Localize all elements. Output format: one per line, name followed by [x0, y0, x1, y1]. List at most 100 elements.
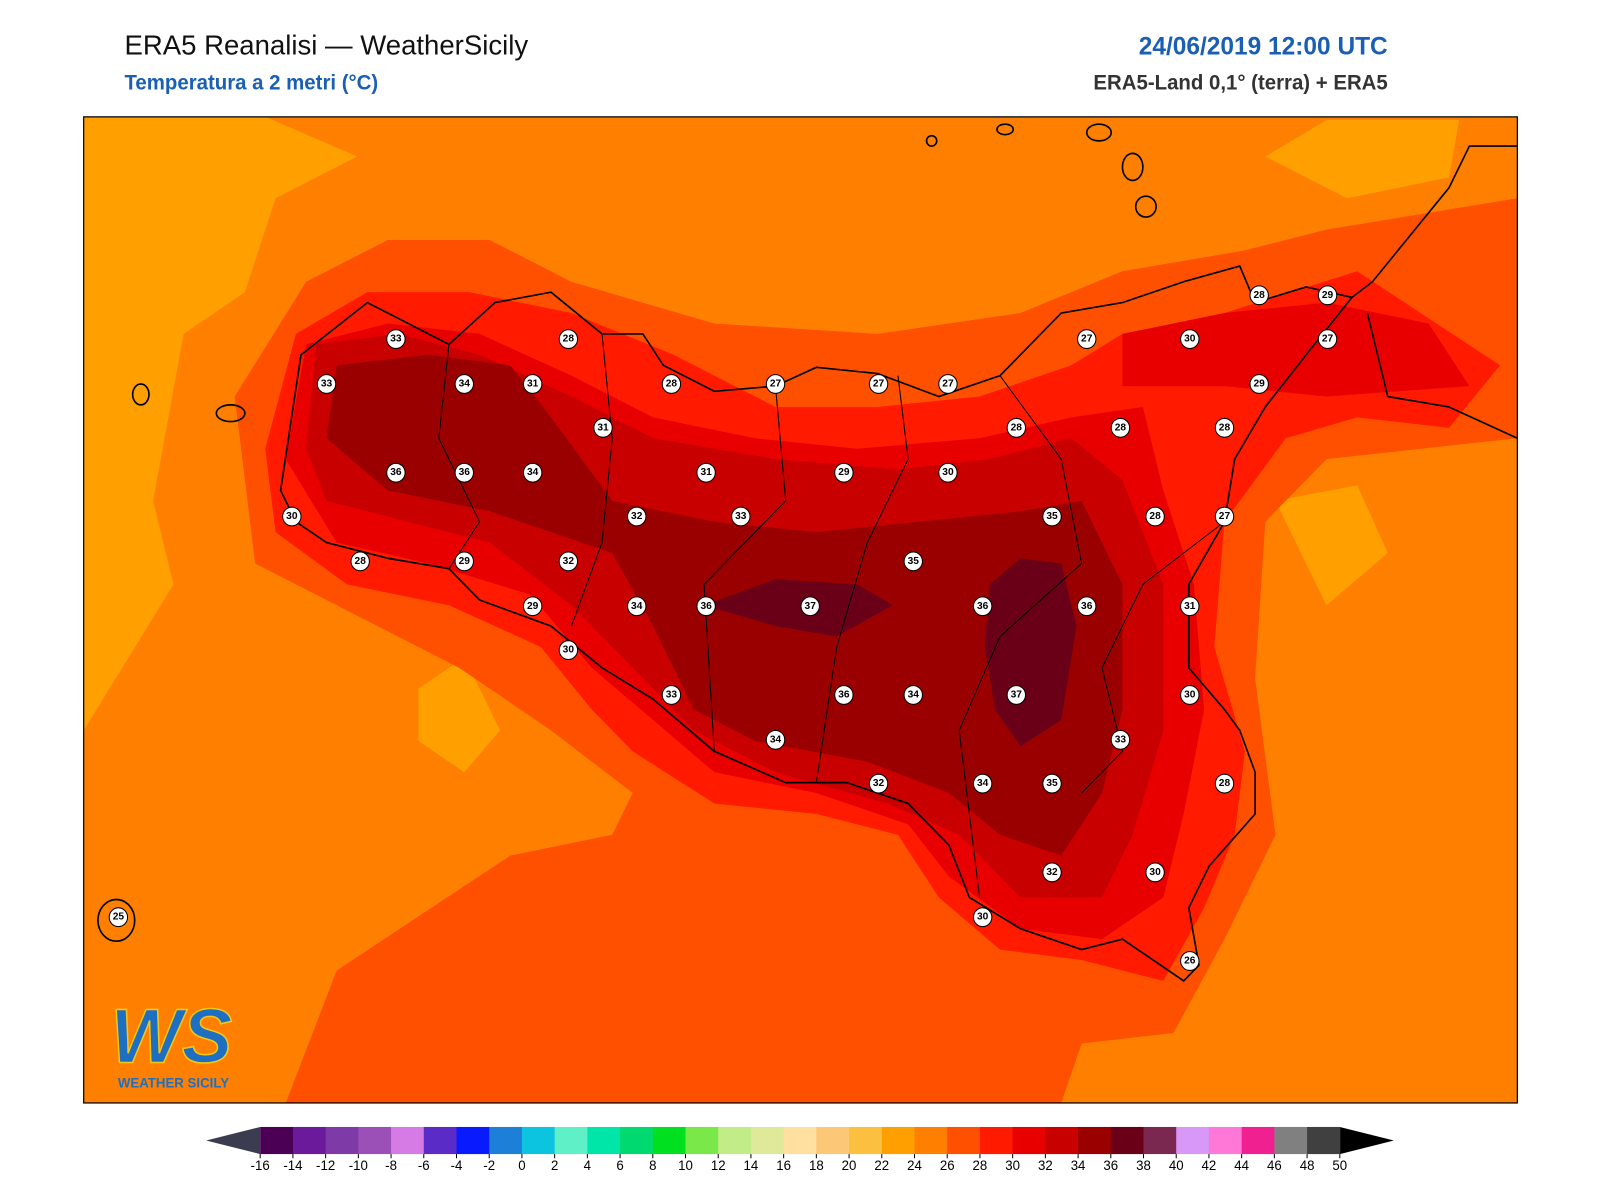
station-value: 33: [321, 378, 333, 389]
station-marker: [558, 640, 579, 660]
station-value: 27: [942, 378, 954, 389]
colorbar-tick-label: 36: [1103, 1158, 1118, 1173]
colorbar-tick-label: 8: [649, 1158, 656, 1173]
island: [97, 898, 136, 943]
colorbar-tick-label: 14: [744, 1158, 759, 1173]
station-value: 30: [286, 511, 298, 522]
colorbar-tick-label: 16: [776, 1158, 791, 1173]
colorbar-tick-label: 28: [973, 1158, 988, 1173]
station-marker: [1042, 862, 1062, 883]
station-marker: [316, 374, 337, 394]
colorbar-tick-label: -8: [385, 1158, 397, 1173]
station-marker: [1180, 596, 1200, 617]
station-value: 33: [735, 511, 747, 522]
station-marker: [972, 596, 993, 617]
colorbar-extend-max: [1339, 1126, 1394, 1155]
station-marker: [972, 773, 993, 794]
station-marker: [627, 506, 647, 527]
station-value: 25: [113, 912, 125, 923]
station-marker: [627, 596, 647, 617]
colorbar-segment: [358, 1126, 392, 1155]
logo-mark: WS: [111, 994, 233, 1080]
station-value: 28: [666, 378, 678, 389]
station-value: 27: [873, 378, 885, 389]
station-value: 32: [873, 778, 885, 789]
station-value: 29: [1254, 378, 1266, 389]
station-value: 29: [527, 601, 539, 612]
station-value: 29: [838, 467, 850, 478]
colorbar-segment: [979, 1126, 1014, 1155]
station-value: 35: [908, 556, 920, 567]
station-marker: [522, 462, 543, 483]
station-marker: [454, 462, 474, 483]
colorbar-segment: [849, 1126, 883, 1155]
colorbar-segment: [1307, 1126, 1341, 1155]
station-marker: [1110, 417, 1131, 438]
colorbar-tick-label: 34: [1071, 1158, 1086, 1173]
colorbar-segment: [685, 1126, 719, 1155]
colorbar-tick-label: -2: [483, 1158, 495, 1173]
station-value: 34: [908, 689, 920, 700]
island: [1121, 152, 1144, 182]
station-value: 27: [1322, 334, 1334, 345]
station-value: 36: [838, 689, 850, 700]
island: [1085, 123, 1113, 142]
colorbar-segment: [456, 1126, 490, 1155]
station-marker: [938, 462, 958, 483]
station-value: 27: [770, 378, 782, 389]
station-marker: [661, 374, 682, 394]
calabria-coast: [1366, 312, 1518, 440]
station-marker: [1214, 417, 1235, 438]
station-value: 27: [1081, 334, 1093, 345]
colorbar-tick-label: 40: [1169, 1158, 1184, 1173]
colorbar-tick-label: 30: [1005, 1158, 1020, 1173]
station-marker: [522, 596, 543, 617]
station-marker: [661, 685, 682, 705]
colorbar-segment: [1241, 1126, 1275, 1155]
station-marker: [1110, 729, 1131, 750]
station-value: 36: [390, 467, 402, 478]
station-marker: [1317, 285, 1338, 306]
station-marker: [696, 462, 716, 483]
colorbar-tick-label: -12: [316, 1158, 335, 1173]
colorbar-segment: [1274, 1126, 1308, 1155]
colorbar-segment: [1045, 1126, 1079, 1155]
colorbar-tick-label: 48: [1300, 1158, 1315, 1173]
station-value: 29: [459, 556, 471, 567]
station-value: 31: [1184, 601, 1196, 612]
colorbar-segment: [423, 1126, 458, 1155]
contour-band: [418, 657, 500, 773]
colorbar-segment: [1208, 1126, 1243, 1155]
colorbar-segment: [881, 1126, 916, 1155]
island: [996, 123, 1015, 136]
station-marker: [454, 374, 474, 394]
contour-band: [1275, 485, 1388, 606]
colorbar-segment: [783, 1126, 817, 1155]
station-marker: [868, 773, 889, 794]
colorbar-tick-label: 50: [1332, 1158, 1347, 1173]
colorbar-segment: [620, 1126, 654, 1155]
island: [215, 404, 246, 423]
station-value: 34: [977, 778, 989, 789]
station-value: 35: [1046, 778, 1058, 789]
colorbar-tick-label: 10: [678, 1158, 693, 1173]
station-marker: [903, 551, 923, 572]
station-value: 28: [1115, 422, 1127, 433]
colorbar-segment: [1110, 1126, 1145, 1155]
subtitle: Temperatura a 2 metri (°C): [124, 72, 378, 95]
station-marker: [1180, 685, 1200, 705]
colorbar-segment: [1143, 1126, 1177, 1155]
station-marker: [834, 462, 854, 483]
colorbar-tick-label: 42: [1202, 1158, 1217, 1173]
station-marker: [1006, 685, 1027, 705]
station-marker: [386, 329, 406, 350]
map-frame: [83, 116, 1518, 1104]
station-value: 34: [459, 378, 471, 389]
station-value: 37: [1011, 689, 1023, 700]
station-value: 36: [459, 467, 471, 478]
station-value: 34: [527, 467, 539, 478]
datetime: 24/06/2019 12:00 UTC: [1139, 33, 1388, 60]
station-value: 34: [631, 601, 643, 612]
